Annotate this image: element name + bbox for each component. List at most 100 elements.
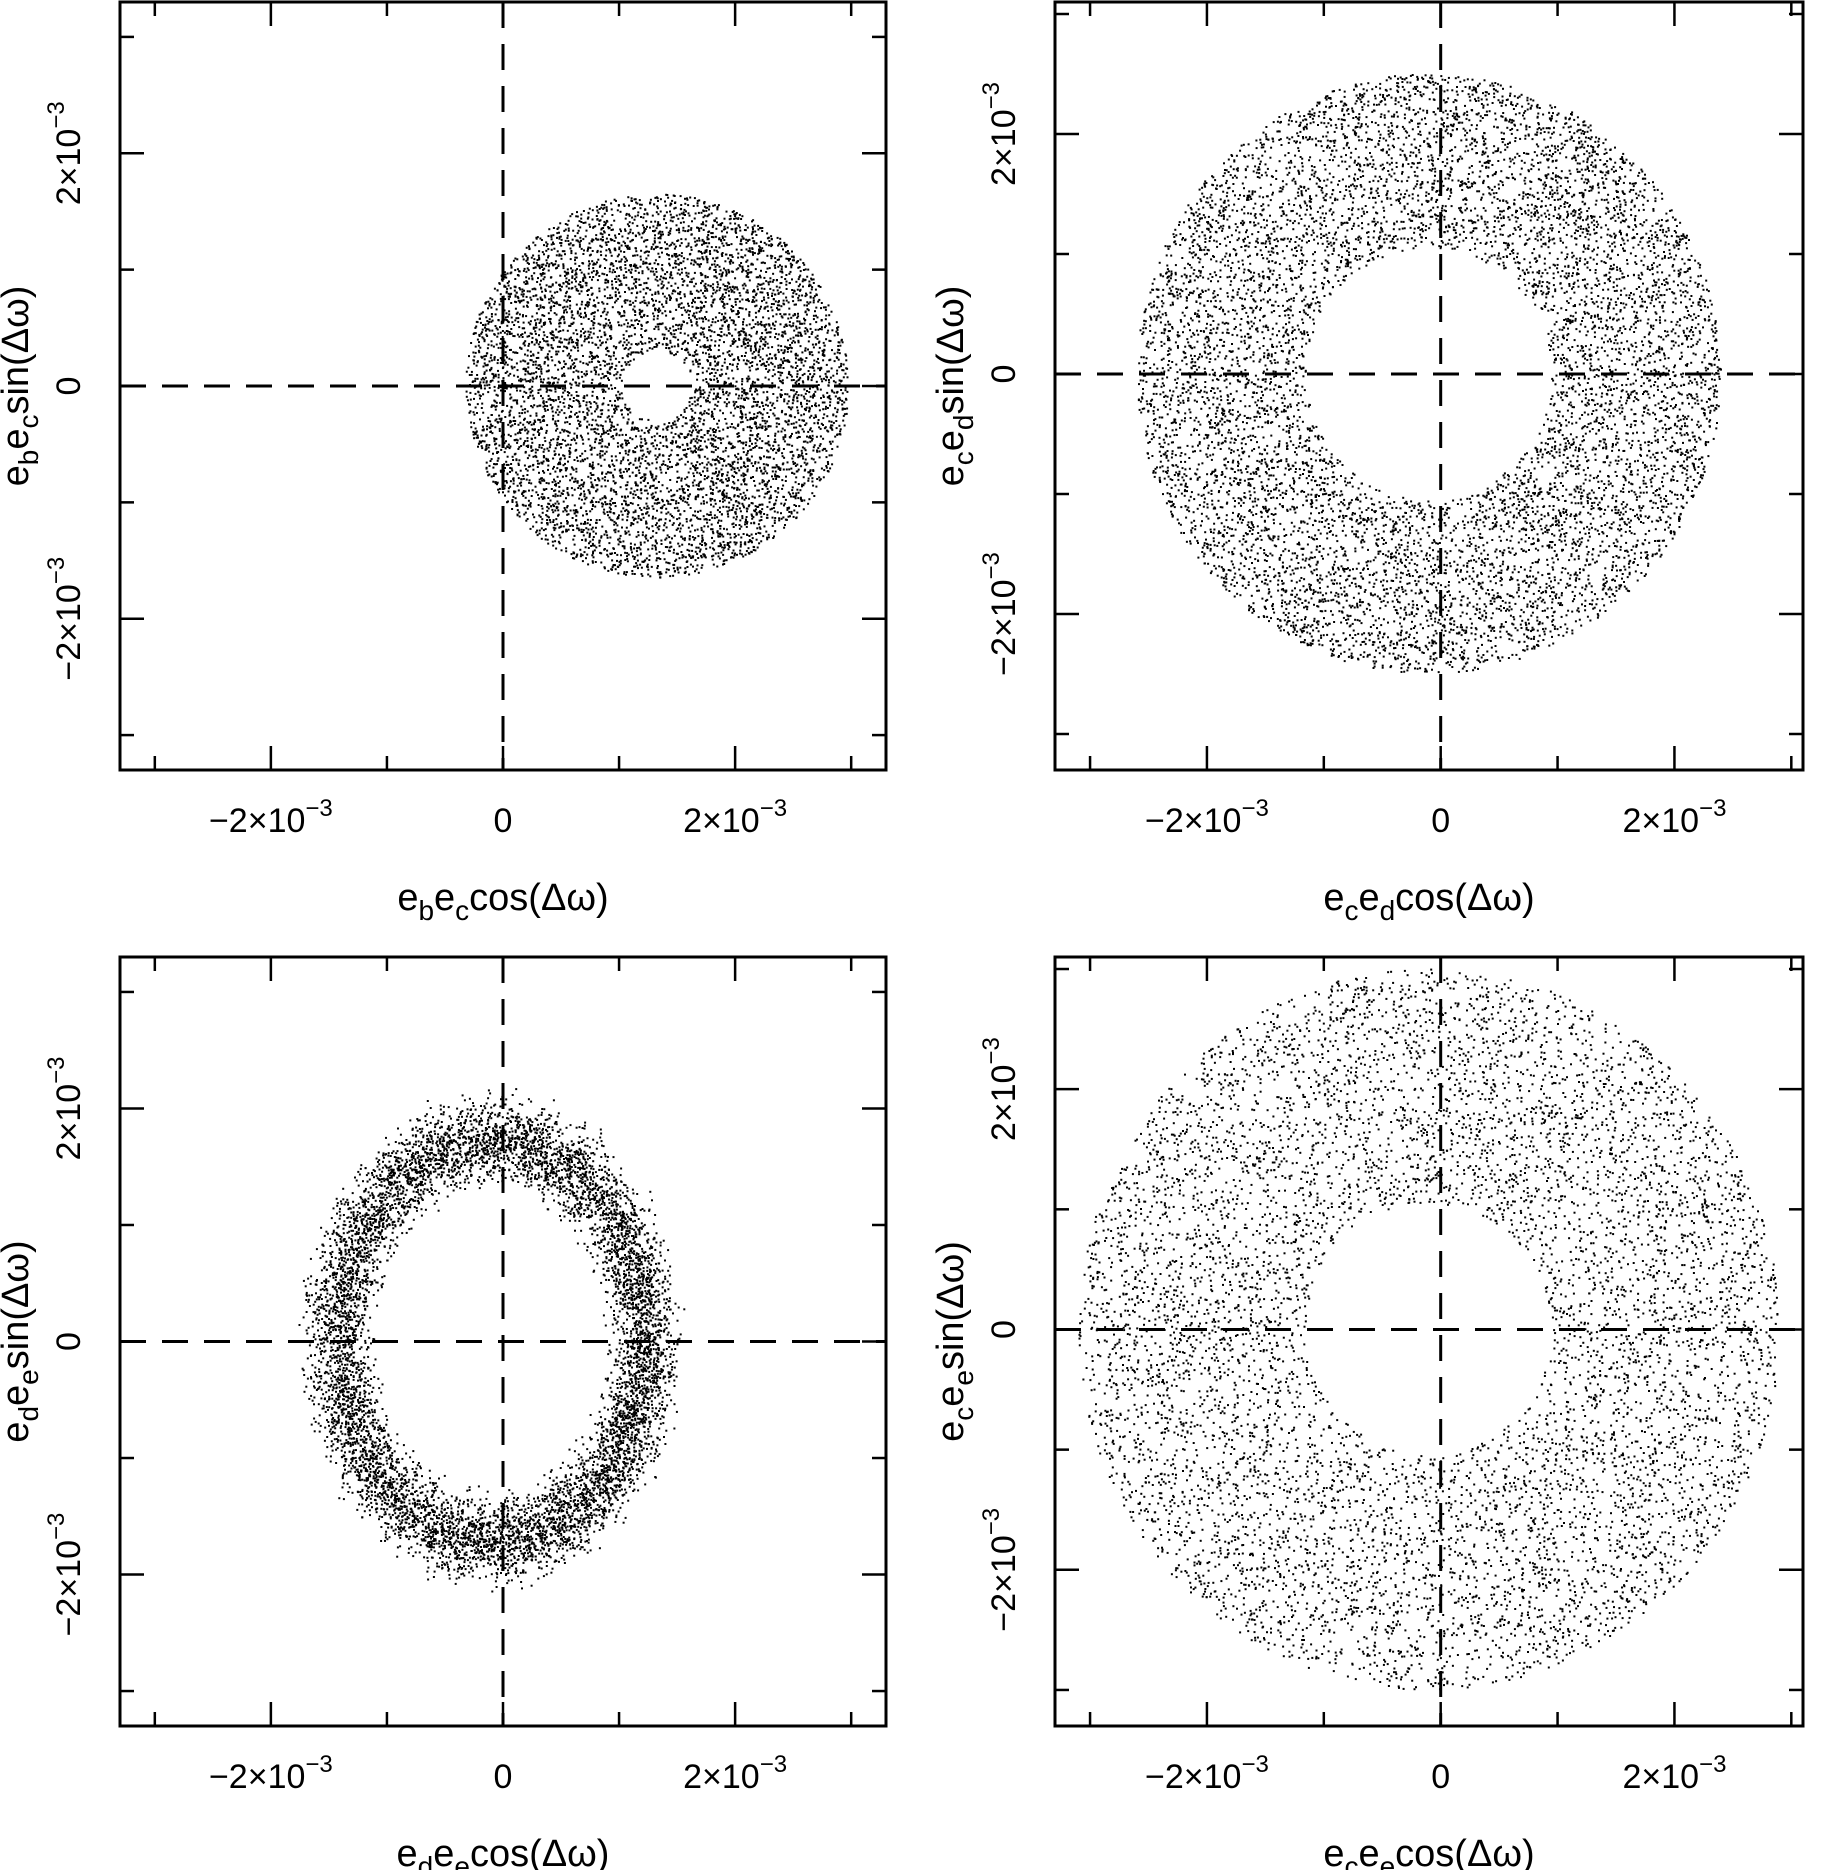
scatter-point (795, 470, 798, 473)
scatter-point (656, 565, 659, 567)
scatter-point (535, 312, 538, 315)
scatter-point (771, 404, 774, 407)
scatter-point (836, 433, 839, 436)
scatter-point (752, 290, 754, 293)
scatter-point (806, 435, 808, 438)
scatter-point (601, 372, 604, 375)
scatter-point (490, 344, 493, 347)
scatter-point (676, 462, 679, 465)
scatter-point (664, 522, 667, 525)
scatter-point (689, 397, 692, 400)
scatter-point (726, 532, 729, 535)
scatter-point (626, 552, 629, 555)
scatter-point (811, 437, 814, 440)
scatter-point (612, 474, 614, 477)
scatter-point (580, 371, 583, 373)
scatter-point (728, 244, 731, 246)
scatter-point (587, 432, 590, 435)
scatter-point (504, 351, 507, 354)
scatter-point (798, 418, 801, 421)
scatter-point (797, 315, 800, 318)
scatter-point (680, 433, 683, 435)
scatter-point (596, 251, 599, 254)
scatter-point (545, 429, 548, 432)
scatter-point (738, 300, 741, 303)
scatter-point (530, 332, 533, 335)
scatter-point (806, 330, 809, 333)
scatter-point (577, 384, 580, 387)
scatter-point (554, 489, 557, 492)
scatter-point (773, 373, 776, 376)
scatter-point (469, 391, 472, 394)
scatter-point (819, 369, 821, 372)
scatter-point (630, 319, 633, 322)
scatter-point (546, 515, 549, 518)
scatter-point (564, 274, 566, 277)
scatter-point (580, 492, 583, 495)
scatter-point (698, 388, 701, 391)
scatter-point (708, 401, 711, 404)
scatter-point (730, 319, 733, 322)
scatter-point (660, 539, 663, 542)
scatter-point (825, 466, 828, 469)
scatter-point (598, 479, 601, 482)
scatter-point (752, 326, 755, 329)
scatter-point (612, 502, 614, 505)
scatter-point (758, 309, 761, 312)
scatter-point (801, 455, 804, 458)
scatter-point (603, 364, 606, 367)
scatter-point (680, 325, 683, 328)
scatter-point (527, 444, 530, 447)
scatter-point (636, 202, 639, 205)
scatter-point (723, 333, 726, 336)
scatter-point (725, 447, 728, 449)
scatter-point (763, 262, 766, 265)
scatter-point (811, 492, 814, 495)
scatter-point (587, 330, 590, 333)
scatter-point (631, 222, 634, 225)
scatter-point (650, 565, 653, 568)
scatter-point (620, 244, 623, 247)
scatter-point (698, 454, 701, 457)
scatter-point (818, 456, 821, 459)
scatter-point (640, 566, 643, 569)
scatter-point (796, 375, 799, 378)
scatter-point (673, 243, 676, 246)
scatter-point (723, 459, 726, 462)
scatter-point (797, 296, 800, 299)
scatter-point (734, 277, 737, 280)
scatter-point (717, 319, 720, 322)
scatter-point (521, 327, 524, 330)
scatter-point (504, 285, 507, 288)
scatter-point (515, 291, 518, 294)
scatter-point (754, 294, 757, 297)
scatter-point (556, 345, 559, 348)
scatter-point (565, 277, 568, 280)
scatter-point (562, 510, 565, 513)
scatter-point (497, 369, 499, 372)
scatter-point (711, 493, 714, 495)
scatter-point (530, 450, 533, 452)
scatter-point (647, 302, 650, 305)
scatter-point (751, 352, 754, 355)
scatter-point (646, 539, 649, 542)
scatter-point (810, 333, 813, 335)
scatter-point (765, 530, 768, 533)
scatter-point (597, 322, 600, 325)
scatter-point (742, 359, 745, 362)
scatter-point (524, 367, 527, 370)
scatter-point (499, 357, 502, 360)
scatter-point (620, 369, 623, 372)
scatter-point (722, 560, 725, 563)
scatter-point (523, 464, 526, 467)
scatter-point (578, 423, 581, 425)
scatter-point (808, 410, 811, 413)
scatter-point (737, 356, 740, 359)
scatter-point (744, 342, 747, 345)
scatter-point (481, 356, 483, 359)
scatter-point (806, 308, 809, 311)
scatter-point (625, 271, 628, 273)
scatter-point (681, 556, 684, 559)
scatter-point (803, 372, 806, 375)
scatter-point (667, 196, 670, 199)
